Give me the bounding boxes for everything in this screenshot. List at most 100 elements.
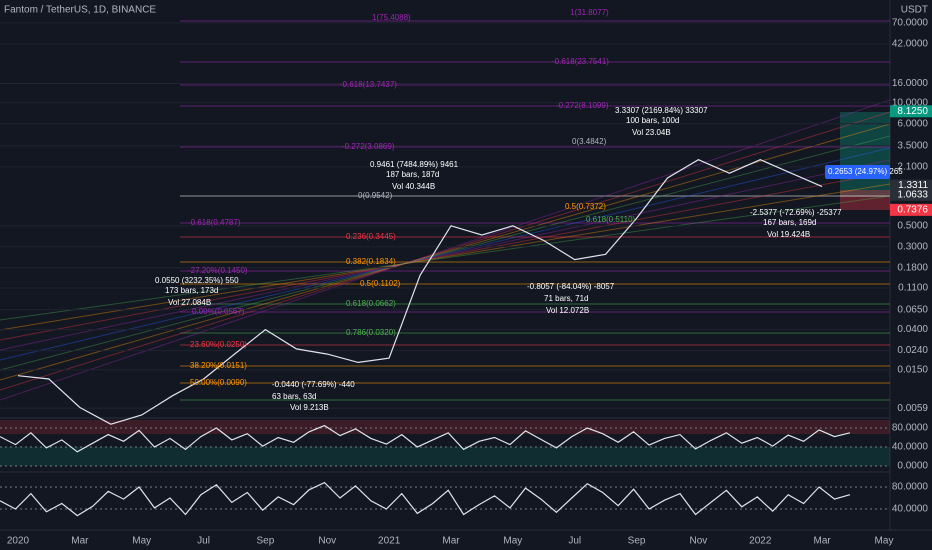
annotation: 23.60%(0.0250) [190, 340, 247, 349]
x-tick-label: 2020 [7, 536, 30, 547]
annotation: 38.20%(0.0151) [190, 361, 247, 370]
annotation: -0.8057 (-84.04%) -8057 [527, 282, 615, 291]
price-badge [890, 105, 932, 118]
annotation: 0.618(0.5110) [586, 215, 636, 224]
y-tick-label: 0.5000 [897, 220, 928, 231]
annotation: 3.3307 (2169.84%) 33307 [615, 106, 708, 115]
channel-line [0, 195, 891, 321]
price-badge-label: 0.7376 [897, 204, 928, 215]
annotation: -0.618(13.7437) [340, 80, 397, 89]
annotation: 1(31.8077) [570, 8, 609, 17]
price-badge-label: 1.0633 [897, 189, 928, 200]
y-tick-label: 16.0000 [892, 78, 929, 89]
y-tick-label: 0.0650 [897, 304, 928, 315]
y-tick-label: 0.0150 [897, 365, 928, 376]
y-tick-label: 70.0000 [892, 17, 929, 28]
annotation: 0.2653 (24.97%) 265 [828, 167, 903, 176]
y-tick-label: 40.0000 [892, 442, 929, 453]
x-tick-label: Jul [197, 536, 210, 547]
x-tick-label: Nov [318, 536, 336, 547]
y-tick-label: 40.0000 [892, 504, 929, 515]
x-tick-label: May [132, 536, 151, 547]
x-tick-label: Mar [442, 536, 460, 547]
y-tick-label: 0.0240 [897, 345, 928, 356]
price-badge-label: 8.1250 [897, 106, 928, 117]
annotation: -2.5377 (-72.69%) -25377 [750, 208, 842, 217]
channel-line [0, 111, 891, 391]
price-badge [890, 188, 932, 201]
x-tick-label: Sep [257, 536, 275, 547]
annotation: 0.618(0.0662) [346, 299, 396, 308]
x-tick-label: May [503, 536, 522, 547]
annotation: 71 bars, 71d [544, 294, 588, 303]
annotation: 187 bars, 187d [386, 170, 439, 179]
annotation: -0.618(0.4787) [188, 218, 241, 227]
y-tick-label: 0.0400 [897, 324, 928, 335]
annotation: Vol 27.084B [168, 298, 211, 307]
channel-line [0, 135, 891, 371]
x-tick-label: 2022 [749, 536, 772, 547]
channel-line [0, 99, 891, 401]
target-zone [840, 112, 890, 197]
channel-line [0, 171, 891, 341]
annotation: Vol 40.344B [392, 182, 435, 191]
x-tick-label: Mar [814, 536, 832, 547]
annotation: 0.786(0.0320) [346, 328, 396, 337]
annotation: -0.272(3.0869) [342, 142, 395, 151]
y-tick-label: 42.0000 [892, 38, 929, 49]
annotation: 1(75.4088) [372, 13, 411, 22]
annotation: 0.00%(0.0567) [192, 307, 245, 316]
y-tick-label: 2.1000 [897, 162, 928, 173]
annotation: Vol 23.04B [632, 128, 671, 137]
y-tick-label: 0.1100 [898, 283, 928, 294]
annotation: 0.5(0.7372) [565, 202, 606, 211]
price-line [17, 159, 823, 425]
annotation: 63 bars, 63d [272, 392, 316, 401]
annotation: 173 bars, 173d [165, 286, 218, 295]
annotation: 0.236(0.3445) [346, 232, 396, 241]
annotation: -0.618(23.7541) [552, 57, 609, 66]
channel-line [0, 183, 891, 331]
annotation: 0.0550 (3232.35%) 550 [155, 276, 239, 285]
channel-line [0, 147, 891, 361]
annotation: 0.382(0.1834) [346, 257, 396, 266]
annotation: -27.20%(0.1450) [188, 266, 248, 275]
x-tick-label: 2021 [378, 536, 401, 547]
annotation: 0(0.9542) [358, 191, 393, 200]
x-tick-label: Mar [71, 536, 89, 547]
price-badge [890, 179, 932, 192]
oscillator-line [0, 481, 851, 517]
channel-line [0, 159, 891, 351]
x-tick-label: Jul [568, 536, 581, 547]
annotation: 100 bars, 100d [626, 116, 679, 125]
annotation: 0.5(0.1102) [360, 279, 401, 288]
annotation: 0.9461 (7484.89%) 9461 [370, 160, 459, 169]
y-tick-label: 0.1800 [897, 262, 928, 273]
measure-badge [825, 165, 890, 179]
annotation: -0.0440 (-77.69%) -440 [272, 380, 355, 389]
y-tick-label: 0.3000 [897, 241, 928, 252]
oversold-zone [0, 447, 890, 466]
price-badge [890, 203, 932, 216]
annotation: -0.272(8.1099) [556, 101, 609, 110]
chart-title: Fantom / TetherUS, 1D, BINANCE [4, 5, 156, 16]
annotation: Vol 12.072B [546, 306, 589, 315]
y-tick-label: 0.0059 [897, 403, 928, 414]
oscillator-line [0, 424, 851, 453]
y-unit: USDT [901, 5, 928, 16]
overbought-zone [0, 420, 890, 434]
y-tick-label: 80.0000 [892, 482, 929, 493]
annotation: 0(3.4842) [572, 137, 607, 146]
x-tick-label: Nov [690, 536, 708, 547]
y-tick-label: 6.0000 [897, 118, 928, 129]
annotation: Vol 9.213B [290, 403, 329, 412]
annotation: 50.00%(0.0090) [190, 378, 247, 387]
x-tick-label: Sep [628, 536, 646, 547]
x-tick-label: May [875, 536, 894, 547]
annotation: Vol 19.424B [767, 230, 810, 239]
y-tick-label: 80.0000 [892, 423, 929, 434]
annotation: 167 bars, 169d [763, 218, 816, 227]
